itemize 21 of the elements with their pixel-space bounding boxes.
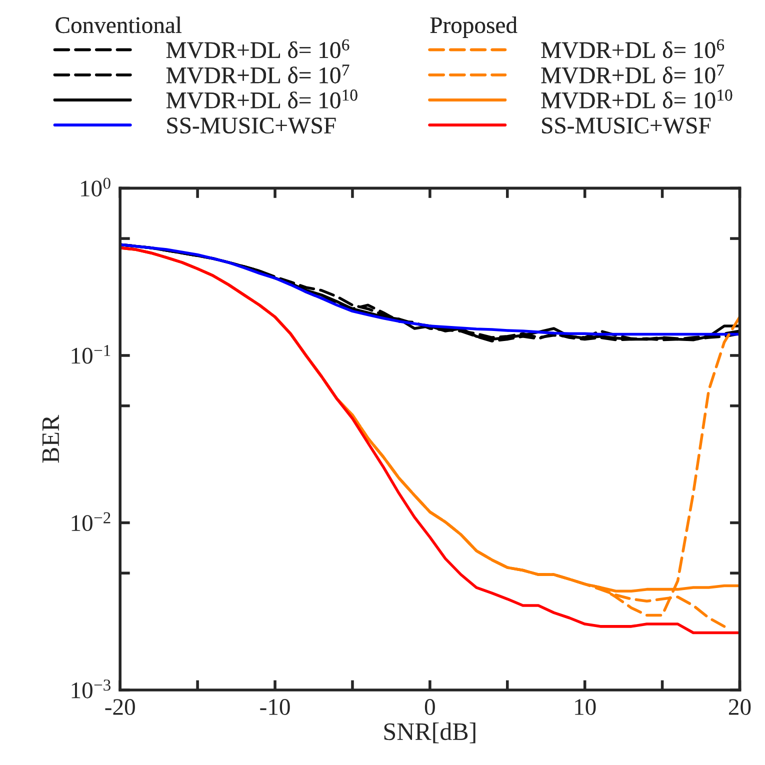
legend-label: MVDR+DL δ= 10$^{6}$ [541, 39, 724, 58]
legend-label: SS-MUSIC+WSF [167, 118, 336, 134]
legend-label: MVDR+DL δ= 10$^{7}$ [166, 64, 350, 84]
x-tick-label: 0 [424, 699, 435, 715]
y-axis-title: BER [42, 414, 59, 463]
x-tick-label: -10 [260, 699, 290, 715]
y-tick-label: 10$^{0}$ [81, 178, 110, 197]
legend-label: MVDR+DL δ= 10$^{10}$ [166, 90, 358, 108]
x-axis-title: SNR[dB] [384, 722, 476, 744]
y-tick-label: 10$^{−1}$ [72, 345, 110, 364]
legend-label: MVDR+DL δ= 10$^{7}$ [541, 64, 724, 84]
legend-label: MVDR+DL δ= 10$^{10}$ [541, 90, 732, 108]
y-tick-label: 10$^{−2}$ [72, 512, 110, 532]
x-tick-label: -20 [105, 699, 135, 715]
x-tick-label: 10 [575, 699, 596, 715]
x-tick-label: 20 [728, 699, 751, 715]
text: Proposed [430, 16, 518, 38]
text: Conventional [56, 16, 182, 34]
legend-label: MVDR+DL δ= 10$^{6}$ [166, 39, 350, 58]
y-tick-label: 10$^{−3}$ [72, 680, 110, 698]
legend-label: SS-MUSIC+WSF [542, 118, 711, 134]
